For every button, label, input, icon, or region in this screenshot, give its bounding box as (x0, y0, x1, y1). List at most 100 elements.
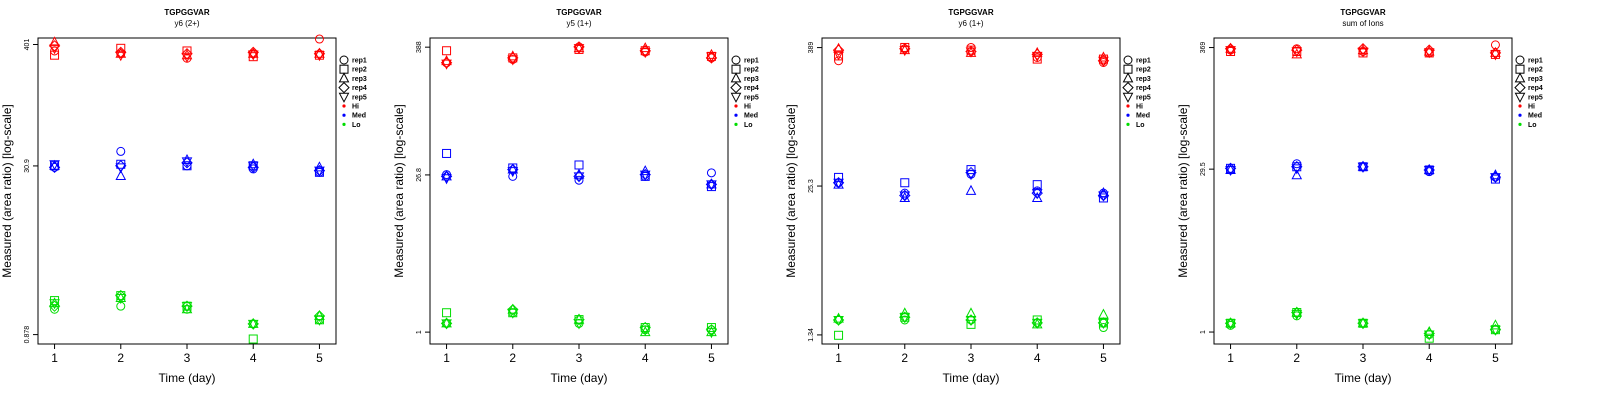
data-point-lo-rep5-day5 (706, 328, 717, 339)
data-point-med-rep2-day2 (900, 178, 910, 188)
data-point-med-rep5-day1 (441, 174, 452, 185)
y-tick-label: 26.8 (416, 168, 423, 182)
data-point-med-rep5-day3 (965, 170, 977, 181)
data-point-lo-rep2-day1 (442, 308, 452, 318)
data-point-hi-rep3-day1 (49, 36, 60, 47)
legend-label: rep2 (352, 67, 367, 74)
data-point-med-rep3-day2 (507, 163, 519, 174)
y-tick-label: 1.34 (808, 328, 815, 342)
legend-dot-hi (734, 104, 738, 108)
legend-label: Hi (744, 104, 751, 111)
data-point-med-rep3-day3 (181, 153, 193, 165)
legend-dot-lo (734, 122, 738, 126)
legend-symbol-rep5 (338, 92, 350, 103)
x-tick-label: 5 (1492, 351, 1499, 365)
data-point-med-rep4-day1 (48, 161, 61, 174)
data-point-lo-rep3-day5 (1490, 319, 1501, 330)
legend-label: rep2 (1528, 67, 1543, 74)
y-axis-label: Measured (area ratio) [log-scale] (1176, 104, 1190, 277)
y-tick-label: 29.5 (1200, 162, 1207, 176)
data-point-med-rep5-day1 (1225, 165, 1236, 177)
legend-symbol-rep4 (1122, 81, 1134, 94)
legend-symbol-rep3 (1122, 72, 1134, 83)
data-point-lo-rep3-day2 (115, 291, 127, 303)
data-point-lo-rep5-day2 (115, 294, 127, 305)
data-point-hi-rep5-day4 (639, 48, 651, 59)
data-point-lo-rep3-day5 (706, 326, 717, 337)
data-point-med-rep3-day1 (441, 170, 452, 181)
data-point-lo-rep2-day4 (1424, 333, 1434, 343)
data-point-lo-rep3-day1 (1225, 317, 1236, 328)
data-point-lo-rep4-day5 (313, 310, 326, 322)
y-tick-label: 388 (416, 41, 423, 53)
data-point-lo-rep3-day5 (314, 309, 325, 321)
legend-symbol-rep5 (1122, 92, 1134, 103)
data-point-hi-rep4-day1 (832, 44, 845, 56)
chart-title: TGPGGVAR (556, 8, 601, 17)
data-point-lo-rep5-day4 (639, 325, 651, 336)
data-point-lo-rep5-day4 (1031, 318, 1043, 329)
legend-label: Hi (1528, 104, 1535, 111)
y-tick-label: 30.9 (24, 159, 31, 173)
data-point-med-rep5-day3 (573, 172, 585, 183)
legend-label: Lo (1528, 122, 1537, 129)
data-point-lo-rep5-day3 (181, 302, 193, 313)
x-axis-label: Time (day) (551, 371, 608, 385)
legend-symbol-rep4 (730, 81, 742, 94)
chart-subtitle: y5 (1+) (566, 19, 591, 28)
data-point-lo-rep5-day5 (1490, 325, 1501, 336)
data-point-lo-rep4-day2 (507, 303, 519, 316)
data-point-med-rep5-day3 (1357, 162, 1369, 173)
y-tick-label: 25.3 (808, 179, 815, 193)
x-tick-label: 1 (443, 351, 450, 365)
legend-label: rep5 (352, 94, 367, 101)
y-axis-label: Measured (area ratio) [log-scale] (784, 104, 798, 277)
data-point-med-rep5-day5 (1490, 173, 1501, 184)
legend-symbol-rep3 (1514, 72, 1526, 83)
data-point-med-rep3-day2 (1291, 169, 1303, 180)
y-tick-label: 369 (1200, 42, 1207, 54)
x-tick-label: 1 (51, 351, 58, 365)
legend-symbol-rep5 (1514, 92, 1526, 103)
data-point-hi-rep5-day5 (1098, 56, 1109, 67)
data-point-med-rep5-day3 (181, 157, 193, 168)
legend-symbol-rep5 (730, 92, 742, 103)
x-tick-label: 3 (184, 351, 191, 365)
legend-label: rep2 (744, 67, 759, 74)
legend-symbol-rep1 (1123, 55, 1133, 65)
data-point-hi-rep5-day2 (507, 55, 519, 66)
legend-label: Lo (352, 122, 361, 129)
chart-title: TGPGGVAR (164, 8, 209, 17)
data-point-med-rep3-day4 (1031, 191, 1043, 202)
data-point-hi-rep1-day1 (834, 56, 844, 66)
data-point-med-rep2-day5 (1098, 193, 1108, 203)
data-point-hi-rep4-day3 (181, 48, 193, 60)
legend-label: Hi (1136, 104, 1143, 111)
x-axis-label: Time (day) (1335, 371, 1392, 385)
data-point-lo-rep3-day1 (441, 317, 452, 328)
chart-subtitle: y6 (1+) (958, 19, 983, 28)
chart-panel-2: TGPGGVAR y5 (1+) 1 2 3 4 5 Time (day) 1 26.8 388 Me… (392, 8, 759, 385)
data-point-hi-rep4-day5 (705, 52, 718, 64)
data-point-lo-rep5-day3 (573, 319, 585, 330)
data-point-hi-rep3-day5 (706, 48, 717, 59)
legend-dot-med (1126, 113, 1130, 117)
legend-symbol-rep1 (1515, 55, 1525, 65)
chart-title: TGPGGVAR (948, 8, 993, 17)
x-tick-label: 5 (316, 351, 323, 365)
data-point-med-rep5-day1 (833, 178, 844, 189)
data-point-med-rep2-day1 (442, 148, 452, 158)
data-point-hi-rep2-day3 (182, 46, 192, 56)
y-axis-label: Measured (area ratio) [log-scale] (0, 104, 14, 277)
plot-frame (821, 37, 1121, 345)
data-point-lo-rep3-day2 (1291, 306, 1303, 317)
legend-label: rep3 (1136, 76, 1151, 83)
data-point-hi-rep5-day3 (965, 47, 977, 58)
legend-dot-med (342, 113, 346, 117)
legend-label: Med (1528, 113, 1542, 120)
data-point-med-rep3-day2 (115, 169, 127, 180)
data-point-med-rep3-day5 (706, 178, 717, 189)
legend-label: rep4 (1528, 85, 1543, 92)
